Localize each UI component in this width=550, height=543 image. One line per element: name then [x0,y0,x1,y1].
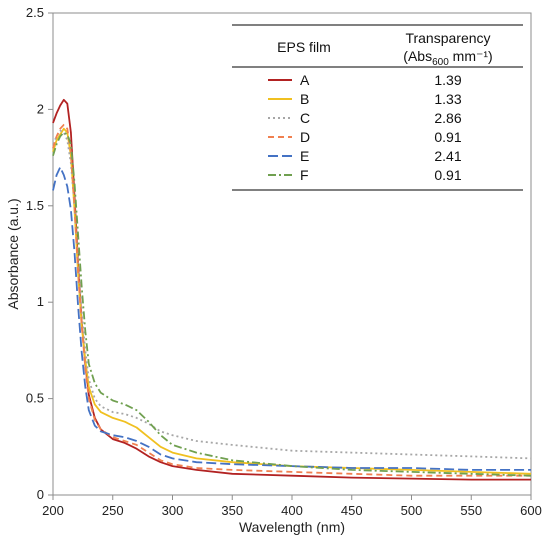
legend-label: E [300,148,309,164]
x-tick-label: 550 [460,503,482,518]
x-tick-label: 350 [221,503,243,518]
legend-header-mm: mm⁻¹) [449,48,493,64]
x-tick-label: 400 [281,503,303,518]
legend-transparency-value: 1.39 [434,72,461,88]
x-tick-label: 600 [520,503,542,518]
axes-layer: 200 250 300 350 400 450 500 550 600 0 0.5 1 1.5 2 2.5 [26,5,542,518]
legend-row-d: D 0.91 [268,129,462,145]
legend-label: B [300,91,309,107]
y-axis-title: Absorbance (a.u.) [5,198,21,309]
x-tick-label: 200 [42,503,64,518]
legend-transparency-value: 2.41 [434,148,461,164]
legend-label: D [300,129,310,145]
legend-header-abs: Abs [408,48,432,64]
y-tick-label: 0.5 [26,391,44,406]
legend-label: A [300,72,310,88]
legend-header-transparency: Transparency [405,30,490,46]
x-tick-label: 450 [341,503,363,518]
x-tick-label: 250 [102,503,124,518]
x-tick-label: 500 [401,503,423,518]
series-line-e [52,166,531,471]
legend-header-paren: ( [403,48,408,64]
legend-transparency-value: 0.91 [434,167,461,183]
legend-row-a: A 1.39 [268,72,462,88]
legend-row-c: C 2.86 [268,110,462,126]
series-line-c [52,129,532,460]
legend-transparency-value: 1.33 [434,91,461,107]
legend-row-f: F 0.91 [268,167,462,183]
legend-label: F [300,167,309,183]
y-tick-label: 2 [37,101,44,116]
x-axis-title: Wavelength (nm) [239,519,345,535]
legend-header-sub: 600 [432,57,449,68]
legend-row-e: E 2.41 [268,148,462,164]
legend-label: C [300,110,310,126]
y-tick-label: 1.5 [26,198,44,213]
legend-rows: A 1.39 B 1.33 C 2.86 D 0.91 E 2.41 F 0.91 [268,72,462,183]
legend-transparency-value: 0.91 [434,129,461,145]
y-tick-label: 0 [37,487,44,502]
series-layer [52,98,532,481]
y-tick-label: 2.5 [26,5,44,20]
series-line-f [52,131,532,477]
legend: EPS film Transparency (Abs600 mm⁻¹) A 1.3… [232,24,523,191]
x-tick-label: 300 [162,503,184,518]
legend-header-unit: (Abs600 mm⁻¹) [403,48,492,68]
legend-header-film: EPS film [277,39,331,55]
legend-transparency-value: 2.86 [434,110,461,126]
y-tick-label: 1 [37,294,44,309]
legend-row-b: B 1.33 [268,91,462,107]
legend-background [232,25,523,190]
